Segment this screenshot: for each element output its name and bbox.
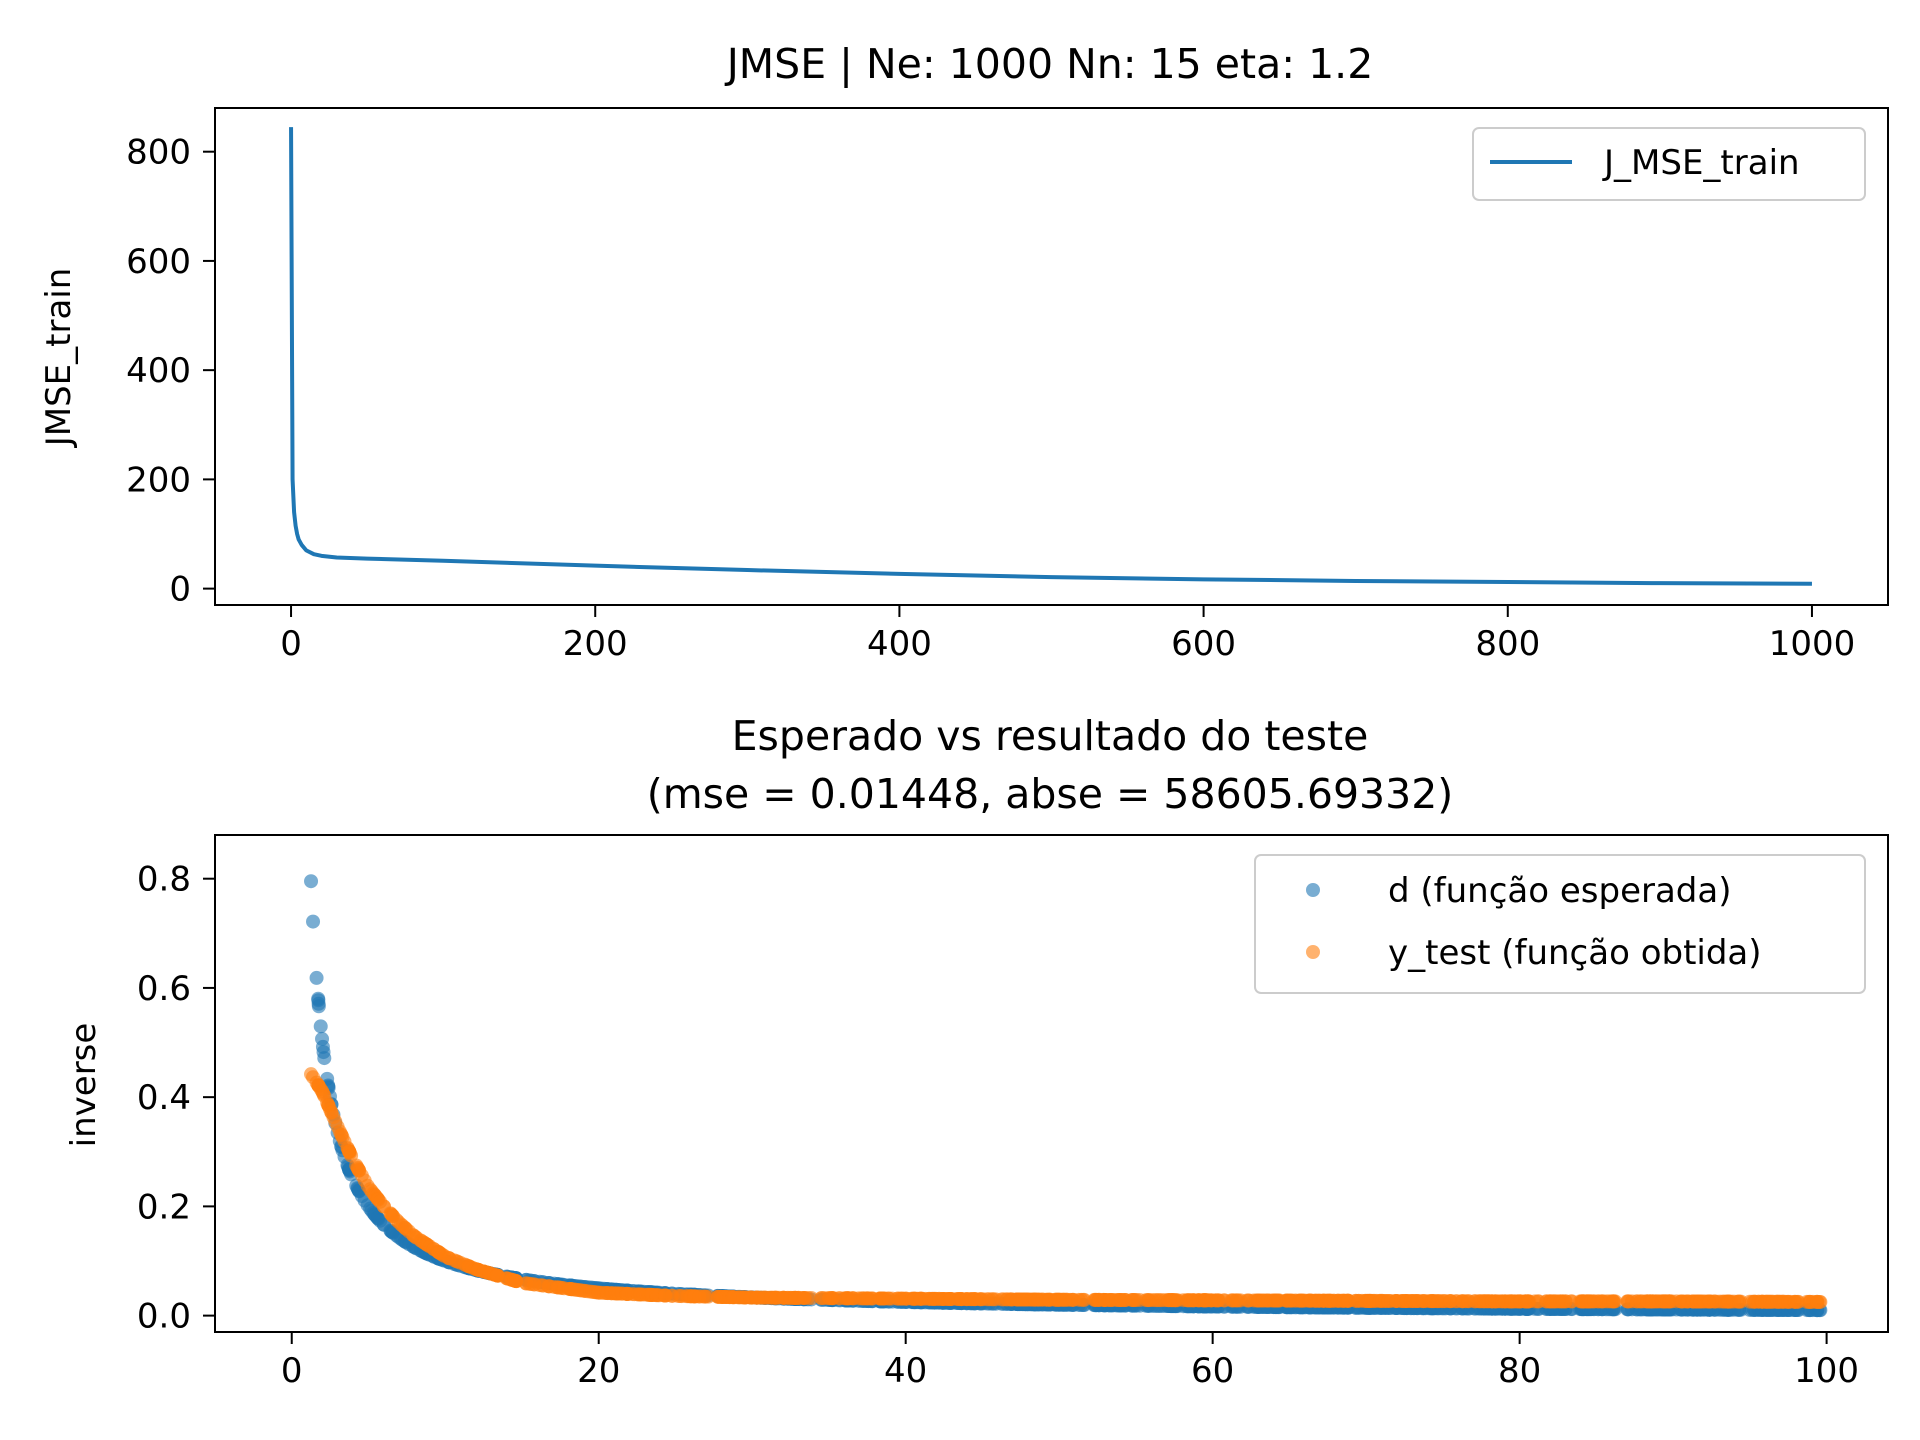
legend-label-y-test: y_test (função obtida) [1388,933,1762,973]
point-d [317,1051,332,1066]
bottom-x-tick-label: 40 [884,1351,927,1391]
point-y-test [1077,1292,1092,1307]
bottom-chart-title-line-1: Esperado vs resultado do teste [732,712,1369,760]
top-chart-title: JMSE | Ne: 1000 Nn: 15 eta: 1.2 [724,40,1374,88]
top-x-tick-label: 600 [1171,624,1236,664]
top-x-tick-label: 800 [1475,624,1540,664]
top-panel: JMSE | Ne: 1000 Nn: 15 eta: 1.2 JMSE_tra… [39,40,1889,664]
bottom-ticks: 0 20 40 60 80 100 0.0 0.2 0.4 0.6 0.8 [137,860,1859,1391]
top-y-tick-label: 600 [126,242,191,282]
point-d [309,970,324,985]
bottom-y-tick-label: 0.8 [137,860,191,900]
top-x-tick-label: 200 [563,624,628,664]
top-y-tick-label: 400 [126,351,191,391]
legend-label-d: d (função esperada) [1388,871,1732,911]
top-x-tick-label: 400 [867,624,932,664]
point-d [313,1019,328,1034]
point-y-test [804,1291,819,1306]
bottom-legend: d (função esperada) y_test (função obtid… [1254,854,1866,994]
bottom-y-tick-label: 0.4 [137,1078,191,1118]
bottom-y-tick-label: 0.2 [137,1187,191,1227]
point-d [311,999,326,1014]
bottom-chart-title-line-2: (mse = 0.01448, abse = 58605.69332) [647,770,1454,818]
top-ticks: 0 200 400 600 800 1000 0 200 400 600 800 [126,133,1855,664]
bottom-plot-frame [214,834,1889,1333]
point-d [304,874,319,889]
point-d [306,914,321,929]
bottom-x-tick-label: 60 [1191,1351,1234,1391]
top-plot-frame [214,107,1889,606]
top-y-axis-label: JMSE_train [39,268,79,449]
top-y-tick-label: 0 [169,570,191,610]
bottom-x-tick-label: 20 [577,1351,620,1391]
legend-marker-d [1306,883,1320,897]
bottom-series [304,874,1828,1318]
bottom-panel: Esperado vs resultado do teste (mse = 0.… [64,712,1889,1391]
top-legend-box [1472,127,1866,201]
bottom-legend-box [1254,854,1866,994]
point-y-test [1813,1294,1828,1309]
top-series [289,127,1812,586]
point-y-test [1608,1294,1623,1309]
bottom-y-tick-label: 0.0 [137,1297,191,1337]
bottom-x-tick-label: 0 [281,1351,303,1391]
bottom-x-tick-label: 80 [1498,1351,1541,1391]
bottom-x-tick-label: 100 [1794,1351,1859,1391]
top-y-tick-label: 800 [126,133,191,173]
top-x-tick-label: 0 [280,624,302,664]
top-y-tick-label: 200 [126,460,191,500]
top-x-tick-label: 1000 [1769,624,1856,664]
legend-label-j-mse-train: J_MSE_train [1602,143,1800,183]
legend-marker-y-test [1306,945,1320,959]
bottom-y-tick-label: 0.6 [137,969,191,1009]
bottom-y-axis-label: inverse [64,1023,104,1148]
top-legend: J_MSE_train [1472,127,1866,201]
series-line-j-mse-train [289,127,1812,586]
